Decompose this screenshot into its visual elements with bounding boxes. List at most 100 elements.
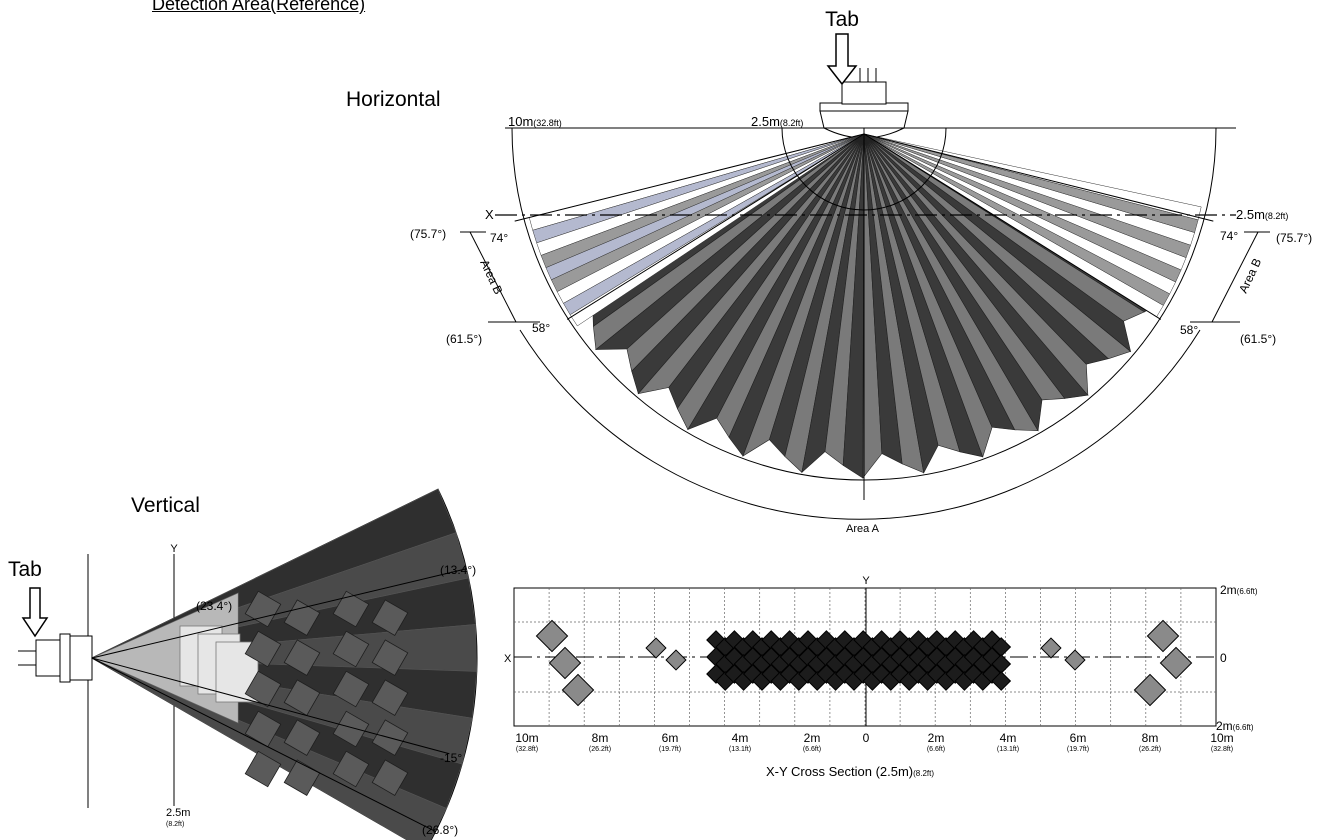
angle-26-8: (26.8°) <box>422 823 458 837</box>
beam-edge-line <box>863 133 1214 222</box>
tab-arrow-icon <box>21 587 49 638</box>
cross-y-mid: 0 <box>1220 651 1227 665</box>
cross-section-detection-cells <box>535 619 1193 707</box>
vertical-detection-block <box>244 710 282 748</box>
x-tick-ft-label: (26.2ft) <box>1139 746 1161 753</box>
vertical-detection-block <box>371 639 409 676</box>
area-a-arc <box>519 329 1201 520</box>
vertical-detection-block <box>332 710 370 748</box>
x-tick-label: 4m <box>1000 731 1017 745</box>
x-tick-ft-label: (32.8ft) <box>1211 746 1233 753</box>
vertical-detection-block <box>332 750 370 788</box>
x-tick-ft-label: (26.2ft) <box>589 746 611 753</box>
range-right-label: 2.5m(8.2ft) <box>1236 207 1288 222</box>
area-b-cell <box>1040 637 1062 659</box>
x-tick-label: 8m <box>1142 731 1159 745</box>
vertical-beam-fan <box>90 488 478 840</box>
horizontal-view: Tab 10m(32.8ft) 2.5m(8.2ft) 2.5m(8.2ft) <box>410 8 1312 535</box>
range-inner-label: 2.5m(8.2ft) <box>751 114 803 129</box>
angle-75-7-left: (75.7°) <box>410 227 446 241</box>
x-tick-ft-label: (19.7ft) <box>659 746 681 753</box>
vertical-detection-block <box>332 590 370 628</box>
vertical-angle-line <box>91 657 450 755</box>
beam-edge-line <box>566 133 865 320</box>
page-title: Detection Area(Reference) <box>152 0 366 14</box>
area-a-cell <box>991 671 1012 691</box>
area-b-cell <box>1159 646 1193 680</box>
vertical-view: Y Tab (13.4°) (23.4°) -15° (26.8°) 2.5m … <box>8 488 478 840</box>
x-tick-label: 6m <box>662 731 679 745</box>
area-b-cell <box>665 649 687 671</box>
range-outer-label: 10m(32.8ft) <box>508 114 562 129</box>
area-b-left-bracket <box>469 231 517 323</box>
area-b-cell <box>561 673 595 707</box>
cross-section-view: Y X 2m(6.6ft) 0 2m(6.6ft) 10m(32.8ft)8m(… <box>504 575 1258 779</box>
cross-section-x-ticks: 10m(32.8ft)8m(26.2ft)6m(19.7ft)4m(13.1ft… <box>515 731 1233 753</box>
x-tick-label: 6m <box>1070 731 1087 745</box>
x-tick-label: 8m <box>592 731 609 745</box>
x-tick-ft-label: (13.1ft) <box>729 746 751 753</box>
angle-58-left: 58° <box>532 321 550 335</box>
angle-61-5-right: (61.5°) <box>1240 332 1276 346</box>
angle-neg15: -15° <box>440 751 462 765</box>
angle-74-right: 74° <box>1220 229 1238 243</box>
x-tick-ft-label: (6.6ft) <box>927 746 945 753</box>
x-tick-ft-label: (6.6ft) <box>803 746 821 753</box>
area-b-cell <box>1146 619 1180 653</box>
area-b-cell <box>1133 673 1167 707</box>
area-b-left-label: Area B <box>477 257 505 296</box>
tab-label-top: Tab <box>825 8 859 31</box>
angle-23-4: (23.4°) <box>196 599 232 613</box>
area-b-cell <box>535 619 569 653</box>
x-tick-label: 10m <box>515 731 538 745</box>
area-b-cell <box>645 637 667 659</box>
tab-arrow-icon <box>826 33 858 86</box>
vertical-angle-line <box>91 568 467 659</box>
cross-y-top: 2m(6.6ft) <box>1220 583 1258 597</box>
area-b-right-bracket <box>1211 231 1259 323</box>
sensor-top-view <box>819 68 909 139</box>
horizontal-heading: Horizontal <box>346 88 441 111</box>
area-b-cell <box>548 646 582 680</box>
vertical-detection-block <box>244 590 282 628</box>
area-a-label: Area A <box>846 523 880 535</box>
horizontal-beam-fan <box>514 133 1214 479</box>
vertical-detection-block <box>332 670 370 708</box>
area-a-cell <box>991 654 1012 674</box>
tab-label-side: Tab <box>8 558 42 581</box>
vertical-detection-block <box>283 719 321 756</box>
vertical-detection-block <box>332 630 370 668</box>
vertical-distance: 2.5m <box>166 807 190 819</box>
vertical-heading: Vertical <box>131 494 200 517</box>
angle-61-5-left: (61.5°) <box>446 332 482 346</box>
x-tick-ft-label: (32.8ft) <box>516 746 538 753</box>
x-tick-label: 0 <box>863 731 870 745</box>
vertical-angle-line <box>91 657 436 833</box>
x-tick-ft-label: (13.1ft) <box>997 746 1019 753</box>
vertical-detection-block <box>371 679 409 716</box>
vertical-detection-block <box>244 670 282 708</box>
x-tick-label: 10m <box>1210 731 1233 745</box>
vertical-detection-block <box>371 599 409 636</box>
angle-74-left: 74° <box>490 231 508 245</box>
angle-13-4: (13.4°) <box>440 563 476 577</box>
angle-58-right: 58° <box>1180 323 1198 337</box>
x-tick-ft-label: (19.7ft) <box>1067 746 1089 753</box>
sensor-side-view <box>18 633 93 683</box>
area-a-cell <box>991 637 1012 657</box>
vertical-detection-block <box>371 759 409 796</box>
cross-section-y-label: Y <box>862 575 870 587</box>
vertical-distance-ft: (8.2ft) <box>166 821 184 828</box>
vertical-detection-block <box>283 679 321 716</box>
vertical-y-label: Y <box>170 543 178 555</box>
cross-section-x-label: X <box>504 653 512 665</box>
area-b-cell <box>1064 649 1086 671</box>
area-b-right-label: Area B <box>1236 256 1264 295</box>
vertical-detection-block <box>244 630 282 668</box>
horizontal-x-label: X <box>485 207 494 222</box>
vertical-detection-block <box>283 639 321 676</box>
angle-75-7-right: (75.7°) <box>1276 231 1312 245</box>
vertical-detection-block <box>244 750 282 788</box>
